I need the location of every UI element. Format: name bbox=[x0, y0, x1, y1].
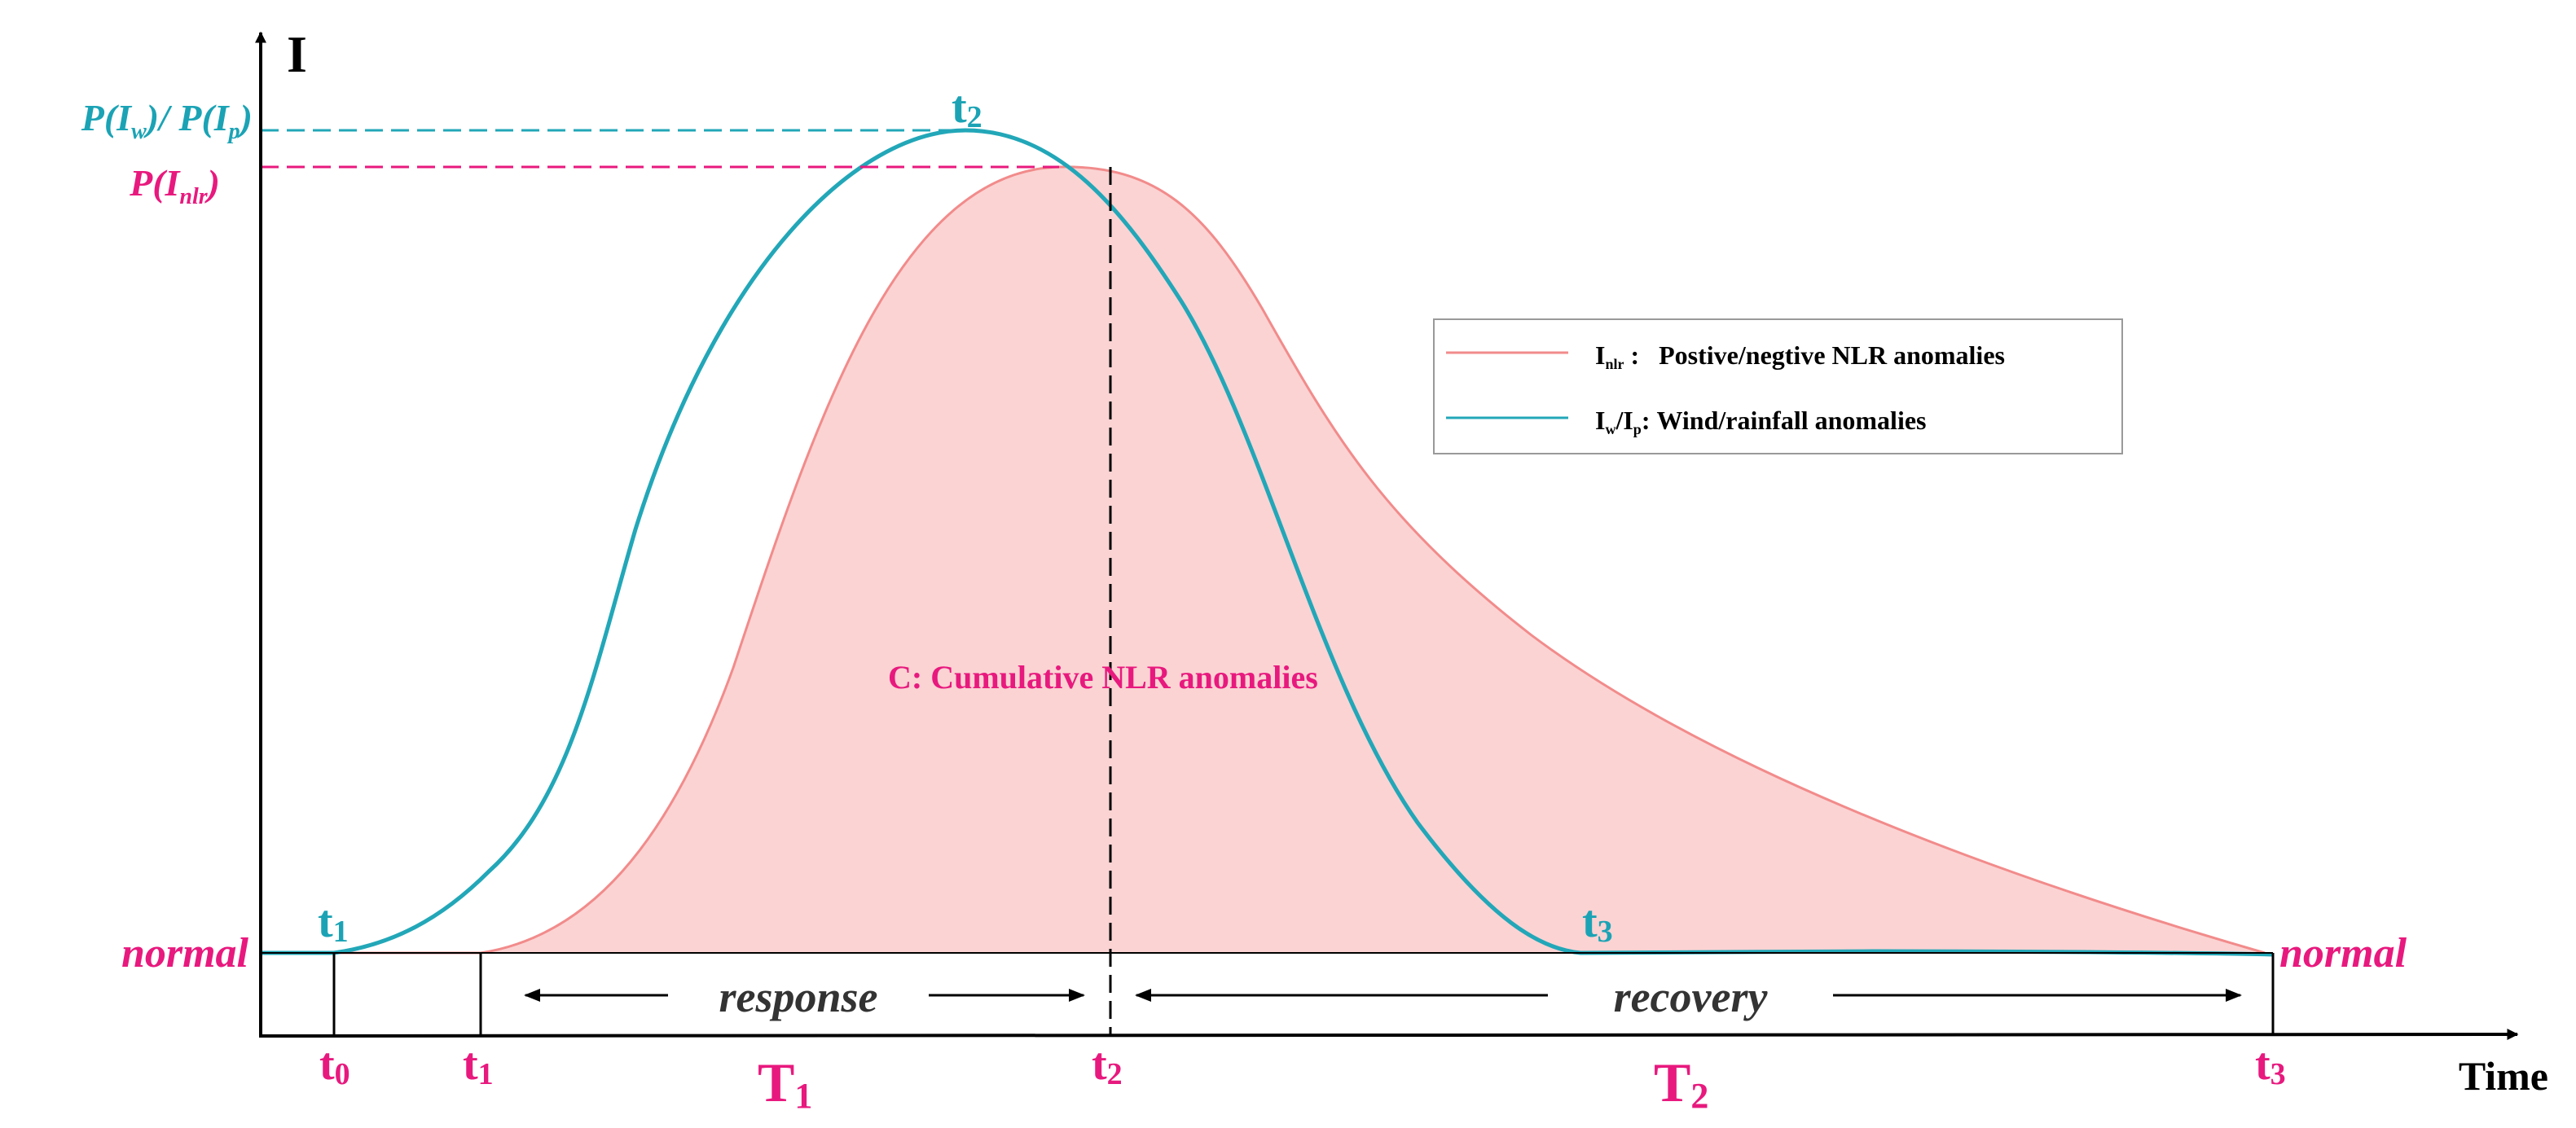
cumulative-area-label: C: Cumulative NLR anomalies bbox=[888, 659, 1318, 696]
curve-label-t1: t1 bbox=[318, 897, 349, 949]
x-axis-label: Time bbox=[2459, 1053, 2548, 1099]
axis-label-t2: t2 bbox=[1092, 1039, 1123, 1091]
normal-right-label: normal bbox=[2279, 930, 2407, 977]
response-label: response bbox=[719, 972, 877, 1021]
nlr-curve bbox=[261, 165, 2266, 955]
x-axis bbox=[258, 1029, 2519, 1041]
axis-label-t1: t1 bbox=[463, 1039, 494, 1091]
wind-rain-peak-label: P(Iw)/ P(Ip) bbox=[81, 97, 253, 144]
legend: Inlr : Postive/negtive NLR anomalies Iw/I… bbox=[1433, 318, 2123, 454]
legend-box bbox=[1433, 318, 2123, 454]
period-label-T1: T1 bbox=[758, 1051, 812, 1116]
recovery-label: recovery bbox=[1614, 972, 1769, 1021]
legend-nlr-entry: Inlr : Postive/negtive NLR anomalies bbox=[1595, 340, 2005, 372]
period-label-T2: T2 bbox=[1654, 1051, 1708, 1116]
legend-wind-entry: Iw/Ip: Wind/rainfall anomalies bbox=[1595, 406, 1926, 437]
wind-rain-curve bbox=[261, 128, 2274, 957]
y-axis-label: I bbox=[287, 25, 307, 83]
curve-label-t2: t2 bbox=[952, 82, 982, 134]
nlr-peak-label: P(Inlr) bbox=[129, 162, 220, 209]
normal-left-label: normal bbox=[121, 930, 249, 977]
curve-label-t3: t3 bbox=[1582, 897, 1613, 949]
axis-label-t0: t0 bbox=[319, 1039, 350, 1091]
axis-label-t3: t3 bbox=[2255, 1039, 2286, 1091]
nlr-cumulative-area bbox=[481, 166, 2265, 954]
